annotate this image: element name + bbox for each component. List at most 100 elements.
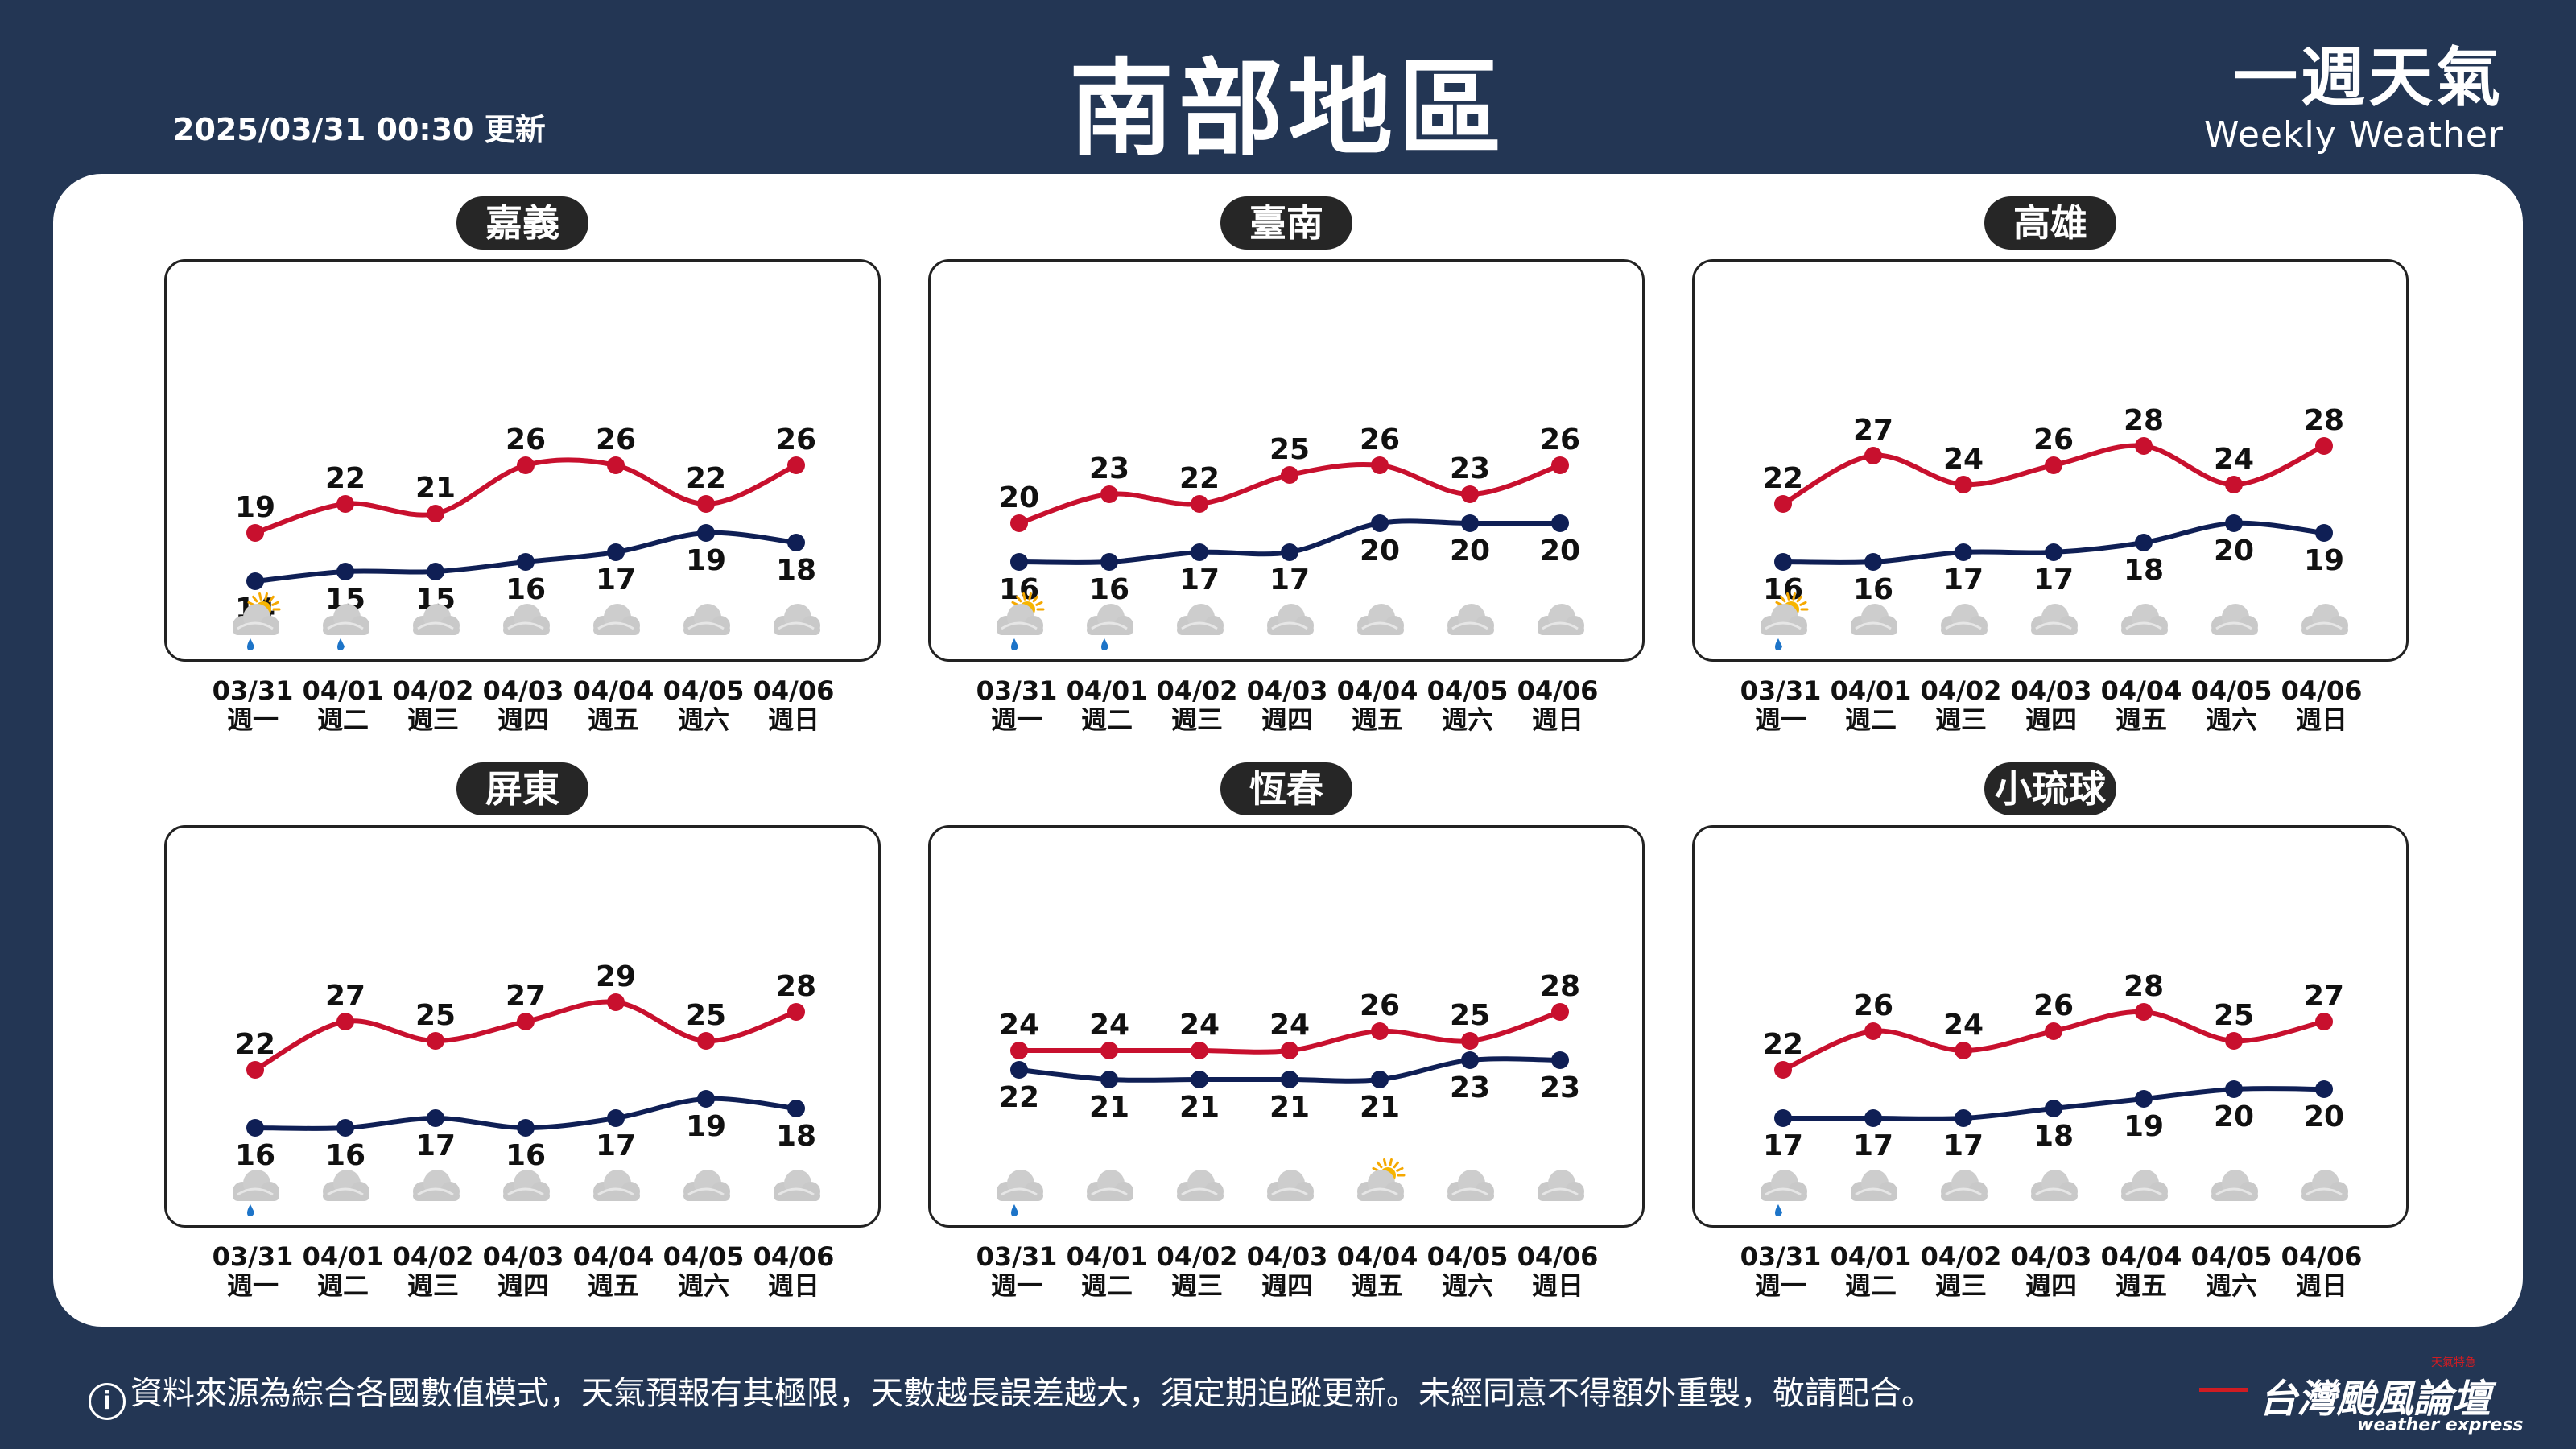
low-temp-point <box>517 1119 535 1137</box>
tick-date: 04/02 <box>1920 1241 2002 1272</box>
high-temp-point <box>1191 495 1208 513</box>
tick-date: 04/02 <box>1156 675 1238 706</box>
high-temp-label: 25 <box>1269 433 1310 466</box>
high-temp-point <box>607 456 625 474</box>
low-temp-point <box>2045 543 2062 561</box>
tick-weekday: 週三 <box>1170 1270 1223 1301</box>
low-temp-label: 21 <box>1089 1091 1129 1124</box>
low-temp-label: 20 <box>1450 535 1490 568</box>
x-tick-label: 04/01 週二 <box>295 676 391 734</box>
low-temp-label: 16 <box>325 1139 365 1172</box>
high-temp-label: 26 <box>1540 423 1580 456</box>
low-temp-point <box>607 543 625 561</box>
tick-date: 03/31 <box>212 1241 294 1272</box>
tick-date: 03/31 <box>1740 675 1822 706</box>
low-temp-label: 17 <box>596 564 636 597</box>
x-tick-label: 04/01 週二 <box>1059 676 1155 734</box>
low-temp-label: 20 <box>2304 1100 2344 1133</box>
low-temp-label: 20 <box>1540 535 1580 568</box>
high-temp-label: 24 <box>1943 443 1984 476</box>
cloud-icon <box>323 1170 369 1201</box>
high-temp-label: 24 <box>1179 1009 1220 1042</box>
tick-date: 04/01 <box>1830 1241 1912 1272</box>
tick-weekday: 週三 <box>1934 704 1987 735</box>
high-temp-label: 22 <box>1179 462 1220 495</box>
x-tick-label: 04/05 週六 <box>655 1242 752 1300</box>
low-temp-point <box>1955 1109 1972 1127</box>
cloud-icon <box>683 1170 730 1201</box>
tick-date: 04/03 <box>2010 1241 2092 1272</box>
tick-weekday: 週一 <box>990 704 1042 735</box>
cloud-icon <box>2301 604 2348 635</box>
brand-en: Weekly Weather <box>2203 114 2504 155</box>
high-temp-label: 24 <box>1089 1009 1129 1042</box>
x-tick-label: 04/01 週二 <box>1059 1242 1155 1300</box>
rain-cloud-icon <box>323 604 369 650</box>
tick-weekday: 週二 <box>1080 1270 1133 1301</box>
high-temp-label: 26 <box>2033 989 2074 1022</box>
high-temp-point <box>2315 1013 2333 1030</box>
high-temp-label: 26 <box>1360 423 1400 456</box>
chart-panel: 22 26 24 26 28 25 27 17 17 17 18 19 20 20 <box>1692 825 2409 1228</box>
partly-sunny-rain-icon <box>233 592 281 650</box>
high-temp-point <box>1371 1022 1389 1040</box>
high-temp-point <box>2225 1032 2243 1050</box>
cloud-icon <box>1087 1170 1133 1201</box>
panel-title: 嘉義 <box>456 196 588 250</box>
low-temp-point <box>787 1100 805 1117</box>
tick-date: 04/01 <box>1066 675 1148 706</box>
logo-zh: 台灣颱風論壇 <box>2259 1377 2491 1422</box>
partly-sunny-rain-icon <box>1761 592 1809 650</box>
x-tick-label: 03/31 週一 <box>1732 1242 1829 1300</box>
low-temp-label: 17 <box>1269 564 1310 597</box>
high-temp-point <box>1281 1042 1298 1059</box>
tick-weekday: 週四 <box>1261 704 1313 735</box>
x-tick-label: 04/06 週日 <box>745 676 842 734</box>
high-temp-point <box>517 456 535 474</box>
high-temp-point <box>1461 1032 1479 1050</box>
high-temp-point <box>427 505 444 522</box>
tick-date: 04/03 <box>482 675 564 706</box>
high-temp-label: 26 <box>1360 989 1400 1022</box>
high-temp-label: 28 <box>776 970 816 1003</box>
low-temp-point <box>787 534 805 551</box>
high-temp-point <box>607 993 625 1011</box>
x-tick-label: 04/06 週日 <box>745 1242 842 1300</box>
low-temp-point <box>1774 553 1792 571</box>
cloud-icon <box>774 1170 820 1201</box>
tick-weekday: 週四 <box>1261 1270 1313 1301</box>
high-temp-label: 23 <box>1450 452 1490 485</box>
low-temp-point <box>427 563 444 580</box>
cloud-icon <box>593 604 640 635</box>
high-temp-label: 24 <box>2214 443 2254 476</box>
low-temp-label: 19 <box>2304 544 2344 577</box>
x-tick-label: 04/04 週五 <box>2093 1242 2190 1300</box>
x-tick-label: 03/31 週一 <box>204 676 301 734</box>
x-tick-label: 04/03 週四 <box>2003 1242 2099 1300</box>
logo-tag: 天氣特急 <box>2431 1356 2476 1369</box>
high-temp-label: 23 <box>1089 452 1129 485</box>
tick-weekday: 週三 <box>407 1270 459 1301</box>
low-temp-point <box>427 1109 444 1127</box>
low-temp-label: 17 <box>1943 1129 1984 1162</box>
high-temp-label: 22 <box>1763 462 1803 495</box>
high-temp-label: 27 <box>325 980 365 1013</box>
x-tick-label: 04/04 週五 <box>2093 676 2190 734</box>
high-temp-label: 25 <box>686 999 726 1032</box>
low-temp-point <box>1281 543 1298 561</box>
low-temp-point <box>1010 1061 1028 1079</box>
x-tick-label: 03/31 週一 <box>968 1242 1065 1300</box>
cloud-icon <box>2031 1170 2078 1201</box>
high-temp-point <box>1774 1061 1792 1079</box>
cloud-icon <box>503 604 550 635</box>
high-temp-point <box>1774 495 1792 513</box>
tick-date: 03/31 <box>976 675 1058 706</box>
x-tick-label: 04/03 週四 <box>2003 676 2099 734</box>
x-tick-label: 04/06 週日 <box>1509 1242 1606 1300</box>
high-temp-label: 29 <box>596 960 636 993</box>
x-tick-label: 04/03 週四 <box>1239 1242 1335 1300</box>
low-temp-point <box>697 1090 715 1108</box>
cloud-icon <box>1941 1170 1988 1201</box>
partly-sunny-icon <box>1357 1158 1406 1201</box>
low-temp-point <box>2135 534 2153 551</box>
